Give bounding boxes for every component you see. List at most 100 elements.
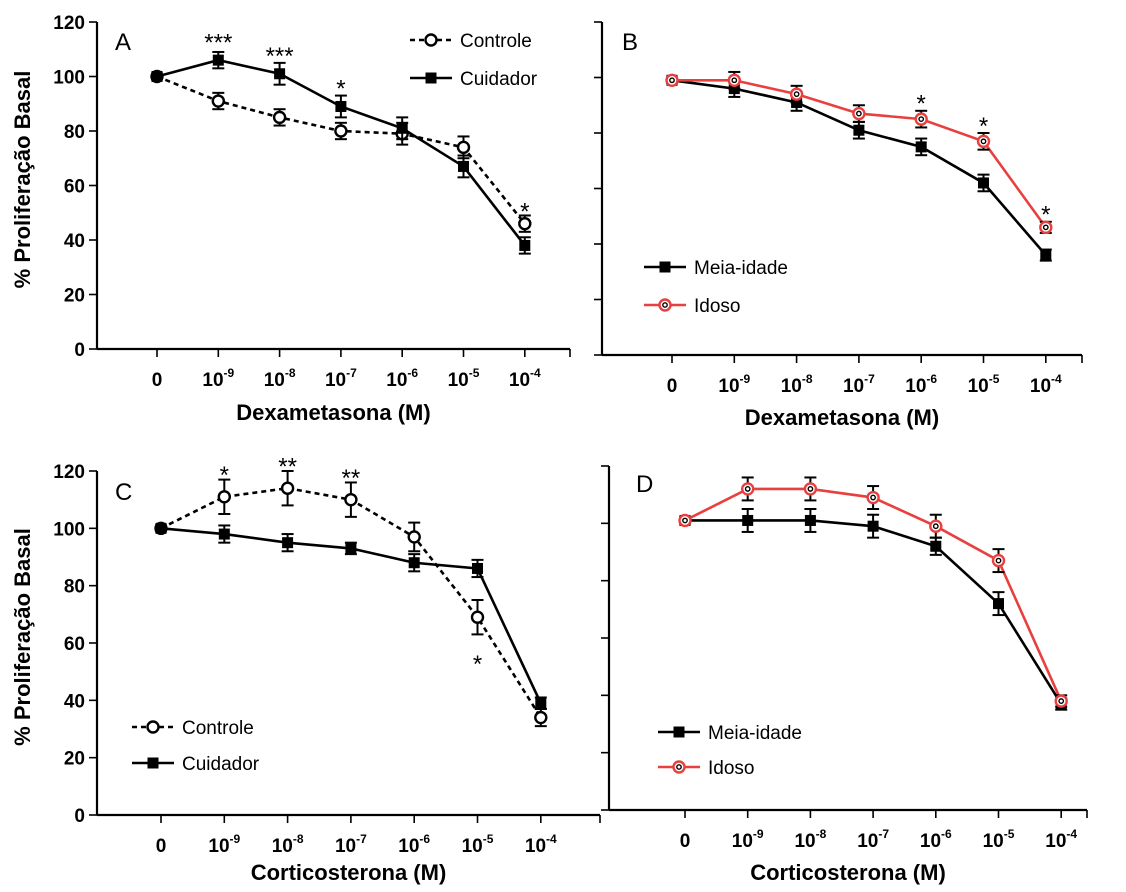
data-point bbox=[535, 697, 547, 709]
significance-marker: ** bbox=[342, 465, 361, 492]
x-tick-label: 10-8 bbox=[794, 827, 826, 852]
x-tick-label: 10-6 bbox=[398, 832, 430, 857]
data-point bbox=[534, 710, 548, 725]
significance-marker: *** bbox=[266, 43, 294, 70]
x-tick-label: 10-7 bbox=[857, 827, 889, 852]
legend-label: Idoso bbox=[694, 296, 740, 317]
data-point bbox=[976, 134, 991, 149]
y-tick-label: 40 bbox=[64, 691, 85, 712]
data-point bbox=[789, 87, 804, 101]
x-tick-label: 10-9 bbox=[732, 827, 764, 852]
data-point bbox=[274, 68, 286, 80]
data-point-core bbox=[793, 91, 800, 98]
data-point-core bbox=[870, 494, 876, 501]
data-point-core bbox=[995, 557, 1002, 564]
significance-marker: * bbox=[520, 198, 529, 225]
data-point bbox=[741, 482, 755, 496]
significance-marker: * bbox=[220, 462, 229, 489]
data-point bbox=[282, 537, 294, 549]
x-tick-label: 10-7 bbox=[325, 366, 357, 391]
x-tick-label: 10-4 bbox=[1045, 827, 1077, 852]
x-tick-label: 10-4 bbox=[509, 366, 541, 391]
x-tick-label: 10-6 bbox=[920, 827, 952, 852]
series-line bbox=[160, 486, 542, 719]
data-point bbox=[407, 530, 421, 544]
legend-marker-core bbox=[662, 302, 668, 308]
x-tick-label: 10-7 bbox=[335, 832, 367, 857]
data-point bbox=[335, 100, 347, 112]
x-tick-label: 10-4 bbox=[525, 832, 557, 857]
significance-marker: * bbox=[979, 113, 988, 140]
data-point-core bbox=[918, 116, 925, 123]
x-tick-label: 10-6 bbox=[386, 366, 418, 391]
panel-letter: C bbox=[115, 479, 132, 506]
legend-label: Controle bbox=[460, 31, 532, 52]
data-point bbox=[804, 514, 816, 526]
legend-marker bbox=[673, 726, 685, 738]
data-point-core bbox=[856, 110, 862, 117]
data-point bbox=[396, 122, 408, 134]
data-point bbox=[519, 239, 531, 251]
legend-marker bbox=[659, 261, 671, 273]
significance-marker: * bbox=[473, 651, 482, 678]
data-point bbox=[1040, 249, 1052, 261]
data-point bbox=[742, 514, 754, 526]
x-tick-label: 10-5 bbox=[448, 366, 480, 391]
x-tick-label: 10-5 bbox=[462, 832, 494, 857]
data-point bbox=[727, 73, 741, 87]
y-tick-label: 120 bbox=[53, 13, 85, 34]
panel-a: 0 20 40 60 80 100 120 0 10-9 10-8 10-7 10-6 10-5 10-4… bbox=[10, 13, 571, 425]
series-line bbox=[672, 78, 1047, 229]
data-point bbox=[151, 71, 163, 82]
y-tick-label: 100 bbox=[53, 68, 85, 89]
data-point bbox=[929, 519, 943, 533]
x-tick-label: 10-8 bbox=[264, 366, 296, 391]
x-tick-label: 10-6 bbox=[905, 372, 937, 397]
data-point bbox=[518, 216, 532, 231]
legend-label: Cuidador bbox=[182, 754, 260, 775]
data-point bbox=[344, 492, 358, 507]
panel-b: 0 10-9 10-8 10-7 10-6 10-5 10-4 Dexametasona (M… bbox=[594, 21, 1083, 430]
y-axis-title: % Proliferação Basal bbox=[10, 71, 35, 289]
legend-marker bbox=[146, 720, 160, 734]
x-tick-label: 10-8 bbox=[272, 832, 304, 857]
legend-marker bbox=[424, 33, 438, 47]
legend-marker bbox=[672, 760, 686, 774]
x-tick-label: 0 bbox=[152, 370, 163, 391]
data-point bbox=[218, 528, 230, 540]
x-axis-title: Dexametasona (M) bbox=[745, 405, 939, 430]
data-point bbox=[280, 481, 295, 495]
significance-marker: * bbox=[336, 76, 345, 103]
data-point-core bbox=[1058, 698, 1065, 704]
data-point bbox=[978, 177, 989, 189]
data-point-core bbox=[682, 517, 688, 524]
y-tick-label: 40 bbox=[64, 231, 85, 252]
x-tick-label: 0 bbox=[667, 376, 678, 397]
panel-c: 0 20 40 60 80 100 120 0 10-9 10-8 10-7 10-6 10-5 10-4… bbox=[10, 453, 601, 885]
data-point bbox=[456, 140, 471, 155]
data-point-core bbox=[731, 77, 738, 84]
x-tick-label: 10-5 bbox=[983, 827, 1015, 852]
data-point bbox=[803, 482, 818, 496]
legend-label: Idoso bbox=[708, 758, 754, 779]
x-tick-label: 10-5 bbox=[968, 372, 1000, 397]
legend-marker bbox=[658, 298, 672, 312]
x-tick-label: 10-7 bbox=[843, 372, 875, 397]
data-point bbox=[334, 124, 348, 138]
y-tick-label: 0 bbox=[74, 340, 85, 361]
legend-label: Meia-idade bbox=[694, 258, 788, 279]
data-point-core bbox=[980, 138, 987, 145]
data-point bbox=[993, 598, 1004, 610]
data-point-core bbox=[1042, 224, 1049, 231]
data-point bbox=[470, 610, 485, 624]
data-point bbox=[991, 553, 1006, 568]
legend-label: Controle bbox=[182, 718, 254, 739]
data-point bbox=[866, 490, 880, 505]
data-point bbox=[914, 112, 928, 126]
panel-letter: A bbox=[115, 29, 131, 56]
data-point bbox=[678, 513, 692, 528]
significance-marker: *** bbox=[204, 29, 232, 56]
legend-label: Meia-idade bbox=[708, 723, 802, 744]
panel-letter: D bbox=[636, 471, 653, 498]
